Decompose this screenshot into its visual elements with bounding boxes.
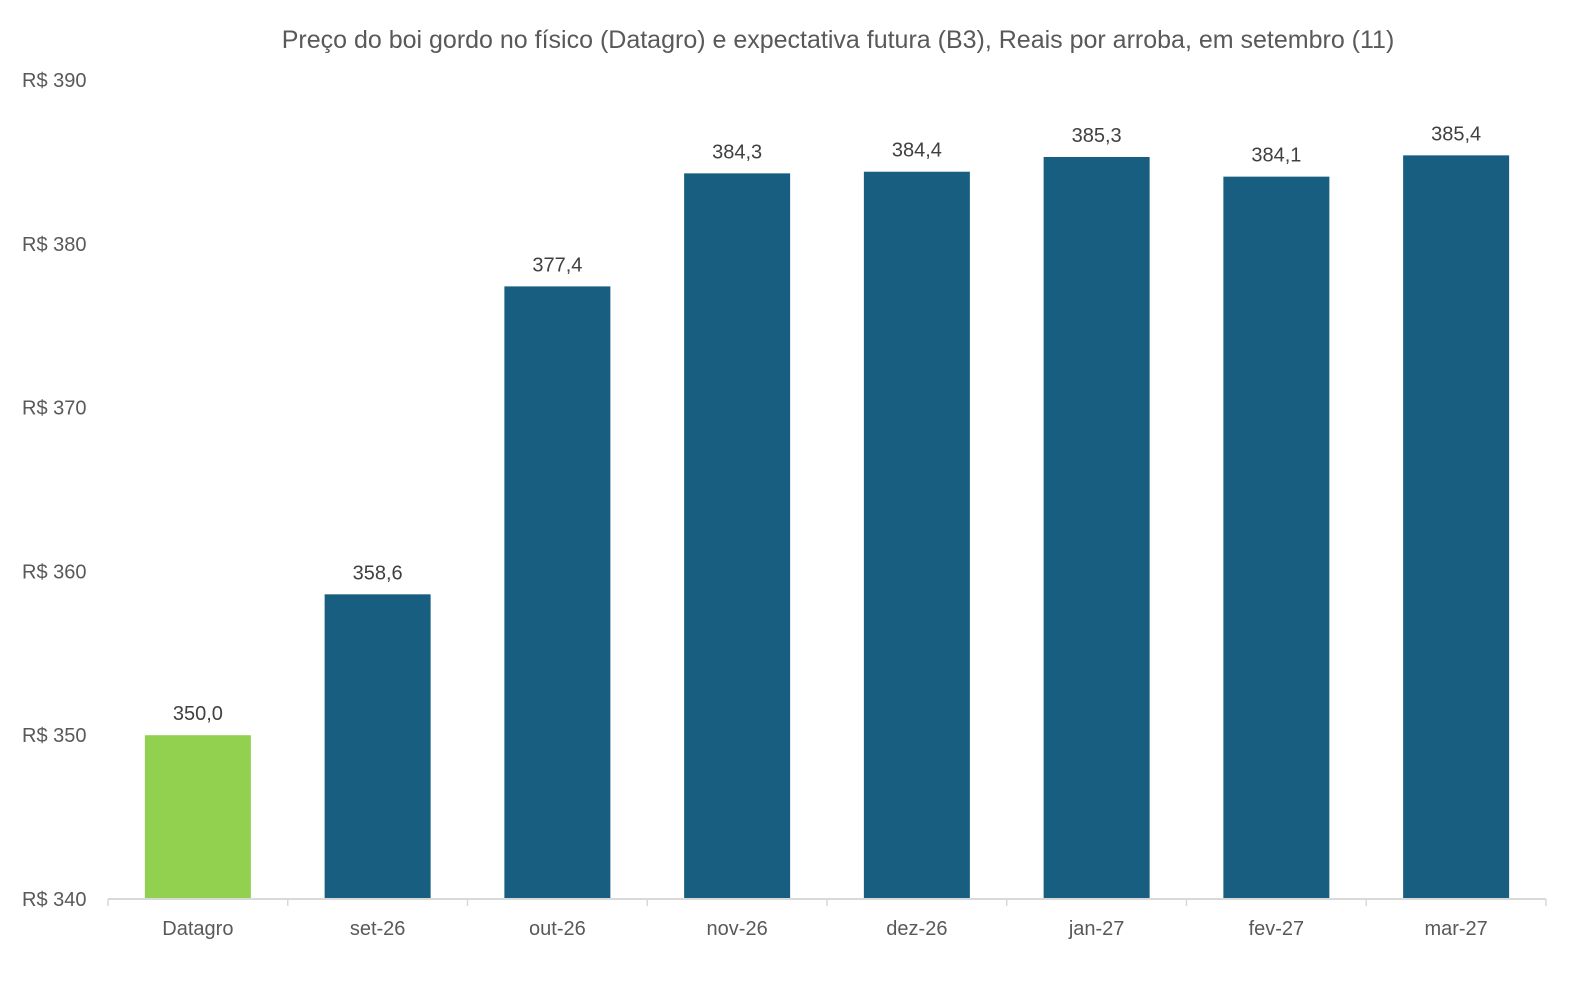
data-label: 385,4	[1431, 123, 1481, 145]
data-label: 384,1	[1251, 145, 1301, 167]
y-axis: R$ 340 R$ 350 R$ 360 R$ 370 R$ 380 R$ 390	[22, 70, 87, 911]
y-tick-label: R$ 350	[22, 725, 87, 747]
x-tick-label: nov-26	[707, 918, 768, 940]
chart-title: Preço do boi gordo no físico (Datagro) e…	[282, 26, 1395, 54]
x-tick-label: set-26	[350, 918, 406, 940]
x-tick-label: dez-26	[886, 918, 947, 940]
data-label: 385,3	[1072, 125, 1122, 147]
y-tick-label: R$ 370	[22, 398, 87, 420]
bar	[324, 594, 431, 899]
bar	[684, 173, 791, 900]
x-axis: Datagro set-26 out-26 nov-26 dez-26 jan-27 fev…	[107, 898, 1547, 940]
data-label: 350,0	[173, 703, 223, 725]
bar	[1043, 156, 1150, 900]
data-label: 384,4	[892, 140, 942, 162]
bar	[1223, 176, 1330, 900]
bars-group	[144, 155, 1510, 900]
x-tick-label: mar-27	[1424, 918, 1487, 940]
y-tick-label: R$ 390	[22, 70, 87, 92]
y-tick-label: R$ 340	[22, 889, 87, 911]
data-labels-group: 350,0 358,6 377,4 384,3 384,4 385,3 384,1 385,4	[173, 123, 1481, 725]
x-tick-label: Datagro	[162, 918, 233, 940]
data-label: 384,3	[712, 141, 762, 163]
bar	[144, 735, 251, 899]
y-tick-label: R$ 380	[22, 234, 87, 256]
x-tick-label: out-26	[529, 918, 586, 940]
x-tick-label: jan-27	[1068, 918, 1125, 940]
bar	[1403, 155, 1510, 899]
bar	[863, 171, 970, 899]
data-label: 377,4	[532, 254, 582, 276]
y-tick-label: R$ 360	[22, 561, 87, 583]
bar	[504, 286, 611, 899]
data-label: 358,6	[353, 562, 403, 584]
x-tick-label: fev-27	[1249, 918, 1305, 940]
